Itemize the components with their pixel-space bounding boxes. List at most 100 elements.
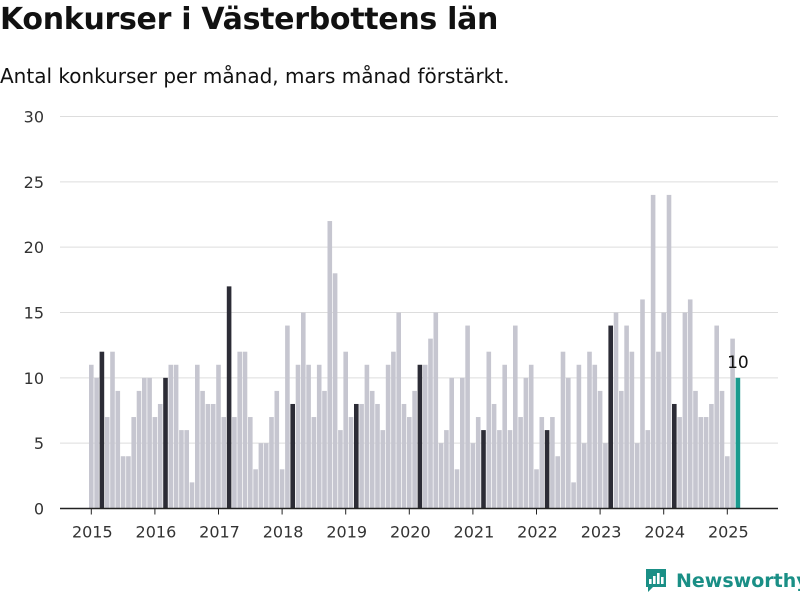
bar	[401, 403, 407, 509]
bar	[263, 443, 269, 509]
bar	[587, 351, 592, 509]
bar	[629, 351, 635, 509]
bar	[189, 482, 195, 509]
bar	[502, 364, 507, 509]
y-tick-label: 30	[24, 108, 44, 127]
bar	[184, 430, 189, 509]
bar	[396, 312, 401, 509]
bar	[279, 469, 285, 509]
x-tick-label: 2016	[136, 523, 177, 542]
bar	[672, 403, 677, 509]
newsworthy-logo-icon	[646, 569, 666, 592]
bar	[295, 364, 301, 509]
bar	[168, 364, 174, 509]
bar	[539, 417, 545, 509]
bar	[475, 417, 481, 509]
bar	[709, 403, 714, 509]
x-tick-label: 2015	[72, 523, 113, 542]
bar	[179, 430, 184, 509]
bar	[523, 377, 529, 509]
bar	[104, 417, 110, 509]
bar	[518, 417, 523, 509]
x-tick-label: 2023	[581, 523, 622, 542]
y-tick-label: 5	[34, 434, 44, 453]
chart-title: Konkurser i Västerbottens län	[0, 2, 499, 37]
bar	[354, 403, 359, 509]
bar	[597, 390, 603, 509]
bar	[576, 364, 582, 509]
bar	[274, 390, 280, 509]
annotations: 10	[727, 353, 749, 373]
x-axis: 2015 2016 2017 2018 2019 2020 2021 2022 2023 2024…	[60, 507, 778, 542]
bar	[110, 351, 115, 509]
bar	[528, 364, 534, 509]
x-tick-label: 2017	[199, 523, 240, 542]
bar	[682, 312, 688, 509]
bar	[163, 377, 168, 509]
bar	[248, 417, 253, 509]
bar	[94, 377, 99, 509]
bar	[581, 443, 587, 509]
bar	[221, 417, 227, 509]
y-tick-label: 15	[24, 304, 44, 323]
bar	[698, 417, 704, 509]
bar	[613, 312, 619, 509]
bar	[560, 351, 566, 509]
bar	[364, 364, 370, 509]
bar	[306, 364, 311, 509]
latest-value-label: 10	[727, 353, 749, 373]
bar	[369, 390, 375, 509]
bar	[343, 351, 348, 509]
bar	[136, 390, 142, 509]
bar	[338, 430, 343, 509]
bar	[730, 338, 735, 509]
bar	[507, 430, 513, 509]
bar	[693, 390, 698, 509]
bar	[592, 364, 598, 509]
bar	[677, 417, 682, 509]
bar	[173, 364, 179, 509]
bar	[115, 390, 121, 509]
x-tick-label: 2020	[390, 523, 431, 542]
newsworthy-logo[interactable]: Newsworthy	[644, 568, 800, 594]
bar	[242, 351, 248, 509]
bar	[348, 417, 354, 509]
bar	[147, 377, 152, 509]
bar	[142, 377, 147, 509]
bar	[131, 417, 136, 509]
bar	[322, 390, 327, 509]
bar	[534, 469, 539, 509]
bar	[719, 390, 725, 509]
bar	[454, 469, 460, 509]
bar	[417, 364, 423, 509]
bar	[566, 377, 571, 509]
bar	[195, 364, 200, 509]
bar	[89, 364, 94, 509]
bar	[412, 390, 417, 509]
bar	[332, 273, 338, 509]
bar	[703, 417, 709, 509]
x-tick-label: 2021	[454, 523, 495, 542]
bar	[327, 221, 333, 509]
bar	[444, 430, 449, 509]
bar	[513, 325, 518, 509]
bar	[661, 312, 666, 509]
bar	[258, 443, 264, 509]
bar	[438, 443, 444, 509]
bar	[285, 325, 290, 509]
bar	[550, 417, 555, 509]
bar	[624, 325, 629, 509]
bar	[449, 377, 454, 509]
y-tick-label: 20	[24, 238, 44, 257]
bar	[555, 456, 560, 509]
y-tick-label: 25	[24, 173, 44, 192]
bar	[237, 351, 242, 509]
bar	[603, 443, 608, 509]
bar	[226, 286, 232, 509]
bar	[687, 299, 693, 509]
y-tick-label: 10	[24, 369, 44, 388]
bar	[391, 351, 396, 509]
bar	[470, 443, 476, 509]
bar	[656, 351, 661, 509]
